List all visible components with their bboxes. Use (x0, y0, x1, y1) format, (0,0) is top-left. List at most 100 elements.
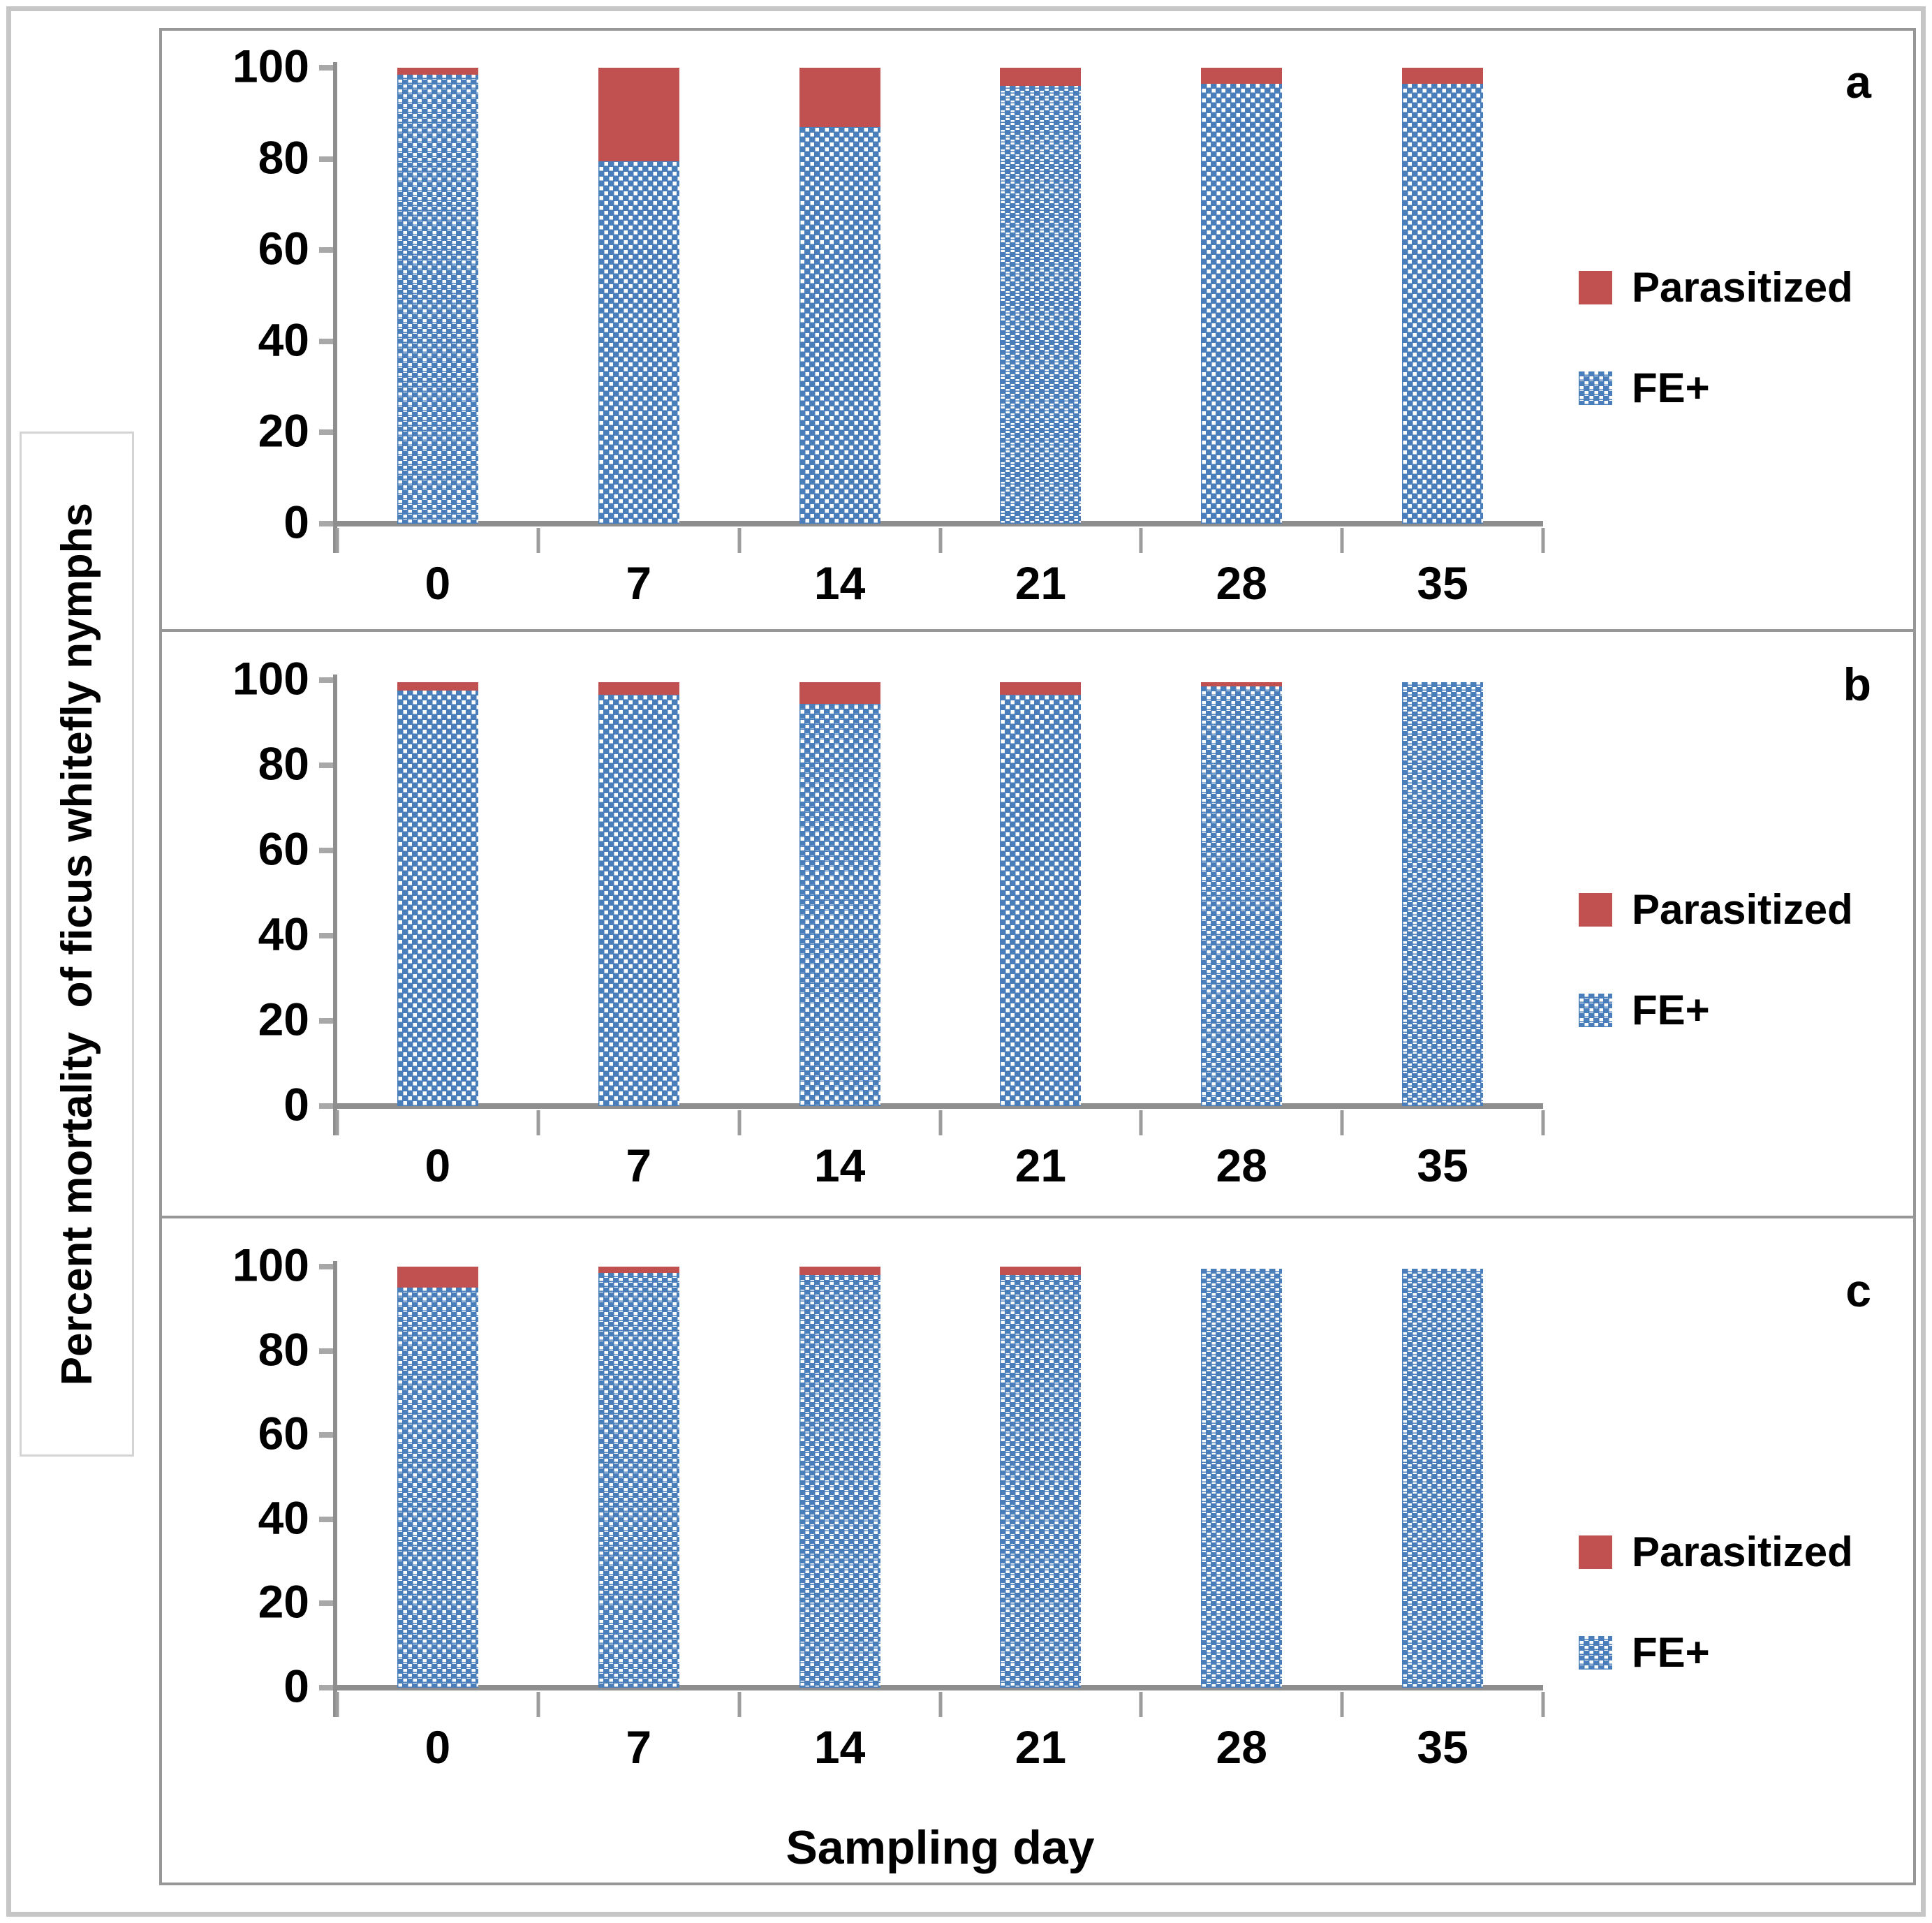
legend-label-parasitized: Parasitized (1632, 264, 1853, 311)
fe-segment (598, 1273, 679, 1688)
x-tick-mark (335, 528, 339, 553)
fe-segment (1000, 86, 1082, 524)
x-tick-mark (1541, 1110, 1545, 1135)
parasitized-swatch-icon (1579, 271, 1612, 304)
y-tick-mark (319, 848, 333, 853)
panel-letter-a: a (1845, 56, 1871, 108)
parasitized-segment (1201, 682, 1283, 687)
y-tick-mark (319, 338, 333, 344)
x-tick-mark (737, 1692, 742, 1717)
stacked-bar-day-14 (799, 682, 880, 1106)
parasitized-segment (598, 1267, 679, 1274)
x-axis-line (333, 1103, 1543, 1109)
x-tick-label: 28 (1216, 1721, 1267, 1773)
legend-entry-parasitized: Parasitized (1579, 889, 1853, 931)
fe-segment (598, 695, 679, 1106)
plot-area-b: 100 80 60 40 20 0 0 7 14 21 28 35 (233, 655, 1545, 1188)
x-tick-label: 28 (1216, 557, 1267, 609)
x-tick-label: 28 (1216, 1140, 1267, 1191)
fe-segment (799, 703, 880, 1106)
x-tick-label: 21 (1015, 557, 1067, 609)
y-tick-mark (319, 156, 333, 162)
fe-segment (397, 74, 478, 524)
y-tick-mark (319, 521, 333, 526)
parasitized-swatch-icon (1579, 1535, 1612, 1569)
y-tick-mark (319, 1018, 333, 1024)
parasitized-segment (1000, 682, 1082, 695)
stacked-bar-day-35 (1402, 682, 1484, 1106)
legend-label-parasitized: Parasitized (1632, 886, 1853, 933)
stacked-bar-day-21 (1000, 682, 1082, 1106)
x-tick-mark (536, 1692, 540, 1717)
stacked-bar-day-21 (1000, 1267, 1082, 1688)
parasitized-segment (799, 1267, 880, 1276)
x-tick-label: 35 (1417, 557, 1468, 609)
x-tick-label: 7 (626, 557, 652, 609)
stacked-bar-day-35 (1402, 68, 1484, 524)
y-tick-mark (319, 1600, 333, 1607)
y-axis-line (333, 675, 337, 1135)
parasitized-segment (1201, 68, 1283, 84)
stacked-bar-day-28 (1201, 682, 1283, 1106)
x-tick-label: 14 (813, 1721, 866, 1773)
y-tick-label: 20 (258, 404, 309, 457)
x-tick-label: 35 (1417, 1140, 1468, 1191)
parasitized-segment (598, 682, 679, 695)
parasitized-segment (1000, 1267, 1082, 1276)
x-tick-mark (737, 1110, 742, 1135)
x-tick-label: 7 (626, 1721, 652, 1773)
plot-area-c: 100 80 60 40 20 0 0 7 14 21 28 35 (233, 1242, 1545, 1770)
x-tick-mark (536, 1110, 540, 1135)
panels-column: a 100 80 60 40 20 0 0 7 14 21 28 35 Parasitized FE+… (159, 28, 1916, 1885)
fe-segment (1201, 1269, 1283, 1688)
stacked-bar-day-7 (598, 1267, 679, 1688)
y-tick-label: 60 (258, 222, 309, 274)
stacked-bar-day-35 (1402, 1269, 1484, 1688)
x-tick-mark (1541, 528, 1545, 553)
stacked-bar-day-0 (397, 68, 478, 524)
x-tick-mark (737, 528, 742, 553)
parasitized-segment (1000, 68, 1082, 87)
x-tick-mark (1139, 1110, 1143, 1135)
y-tick-mark (319, 1348, 333, 1354)
fe-segment (1402, 1269, 1484, 1688)
x-tick-mark (1340, 1692, 1344, 1717)
x-tick-mark (938, 1110, 942, 1135)
y-tick-mark (319, 429, 333, 436)
fe-swatch-icon (1579, 371, 1612, 405)
legend-label-fe: FE+ (1632, 364, 1710, 411)
y-tick-label: 40 (258, 1491, 309, 1544)
y-tick-label: 0 (283, 1660, 309, 1712)
legend-label-fe: FE+ (1632, 1629, 1710, 1676)
x-tick-mark (335, 1110, 339, 1135)
stacked-bar-day-28 (1201, 1269, 1283, 1688)
fe-segment (598, 161, 679, 524)
y-tick-label: 60 (258, 823, 309, 875)
parasitized-segment (799, 68, 880, 127)
stacked-bar-day-0 (397, 682, 478, 1106)
fe-segment (1201, 83, 1283, 524)
x-tick-label: 0 (425, 1140, 451, 1191)
x-tick-mark (1139, 528, 1143, 553)
y-tick-label: 40 (258, 908, 309, 960)
y-tick-label: 100 (232, 40, 309, 92)
x-tick-label: 0 (425, 1721, 451, 1773)
parasitized-segment (397, 682, 478, 691)
parasitized-segment (397, 1267, 478, 1288)
y-tick-label: 100 (232, 652, 309, 705)
y-tick-mark (319, 762, 333, 768)
legend-label-fe: FE+ (1632, 987, 1710, 1033)
y-tick-mark (319, 1685, 333, 1690)
parasitized-swatch-icon (1579, 893, 1612, 927)
y-tick-label: 80 (258, 1322, 309, 1375)
y-tick-label: 80 (258, 131, 309, 183)
parasitized-segment (1402, 68, 1484, 84)
y-tick-mark (319, 1103, 333, 1109)
legend-entry-parasitized: Parasitized (1579, 267, 1853, 309)
fe-segment (1402, 83, 1484, 524)
y-tick-mark (319, 65, 333, 71)
y-tick-mark (319, 1516, 333, 1522)
x-tick-mark (938, 1692, 942, 1717)
x-tick-label: 21 (1015, 1140, 1067, 1191)
x-tick-mark (1340, 1110, 1344, 1135)
